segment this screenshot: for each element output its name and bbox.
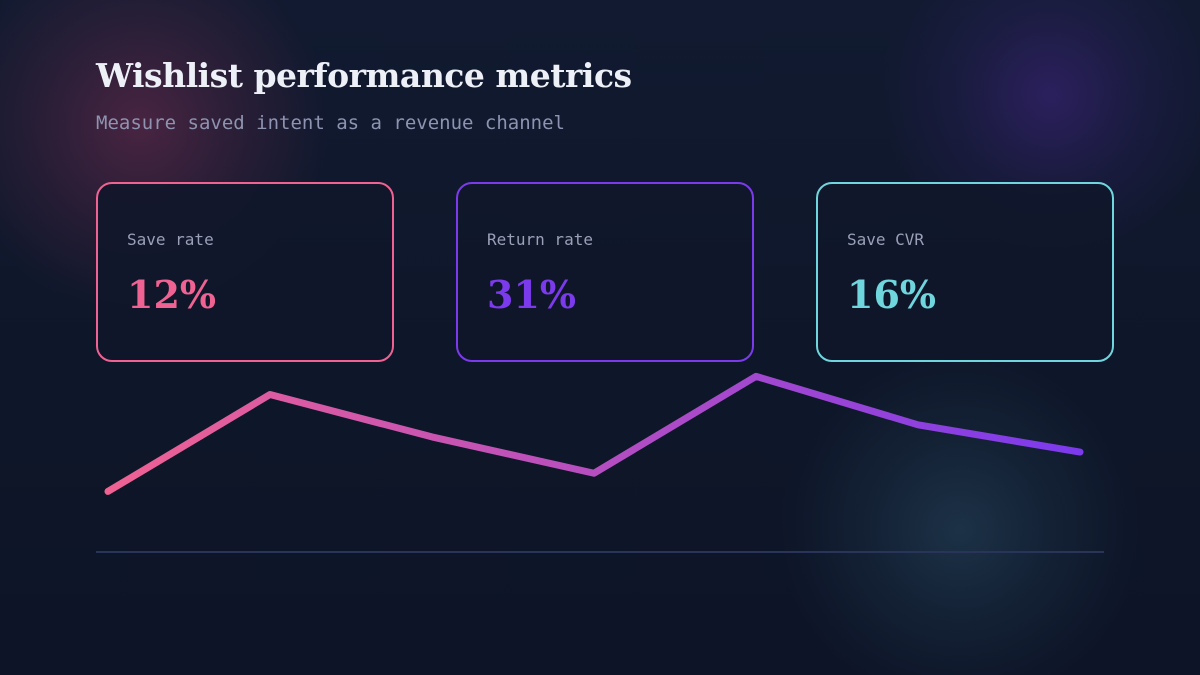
metric-label: Return rate xyxy=(487,230,593,249)
page-subtitle: Measure saved intent as a revenue channe… xyxy=(96,112,565,134)
metric-card-return-rate: Return rate 31% xyxy=(456,182,754,362)
metric-label: Save rate xyxy=(127,230,214,249)
metric-value: 16% xyxy=(847,272,936,317)
metric-label: Save CVR xyxy=(847,230,925,249)
metric-value: 12% xyxy=(127,272,216,317)
metric-value: 31% xyxy=(487,272,576,317)
trend-line-series-0 xyxy=(104,372,1084,495)
page-title: Wishlist performance metrics xyxy=(96,56,632,95)
metric-card-save-cvr: Save CVR 16% xyxy=(816,182,1114,362)
metric-card-save-rate: Save rate 12% xyxy=(96,182,394,362)
